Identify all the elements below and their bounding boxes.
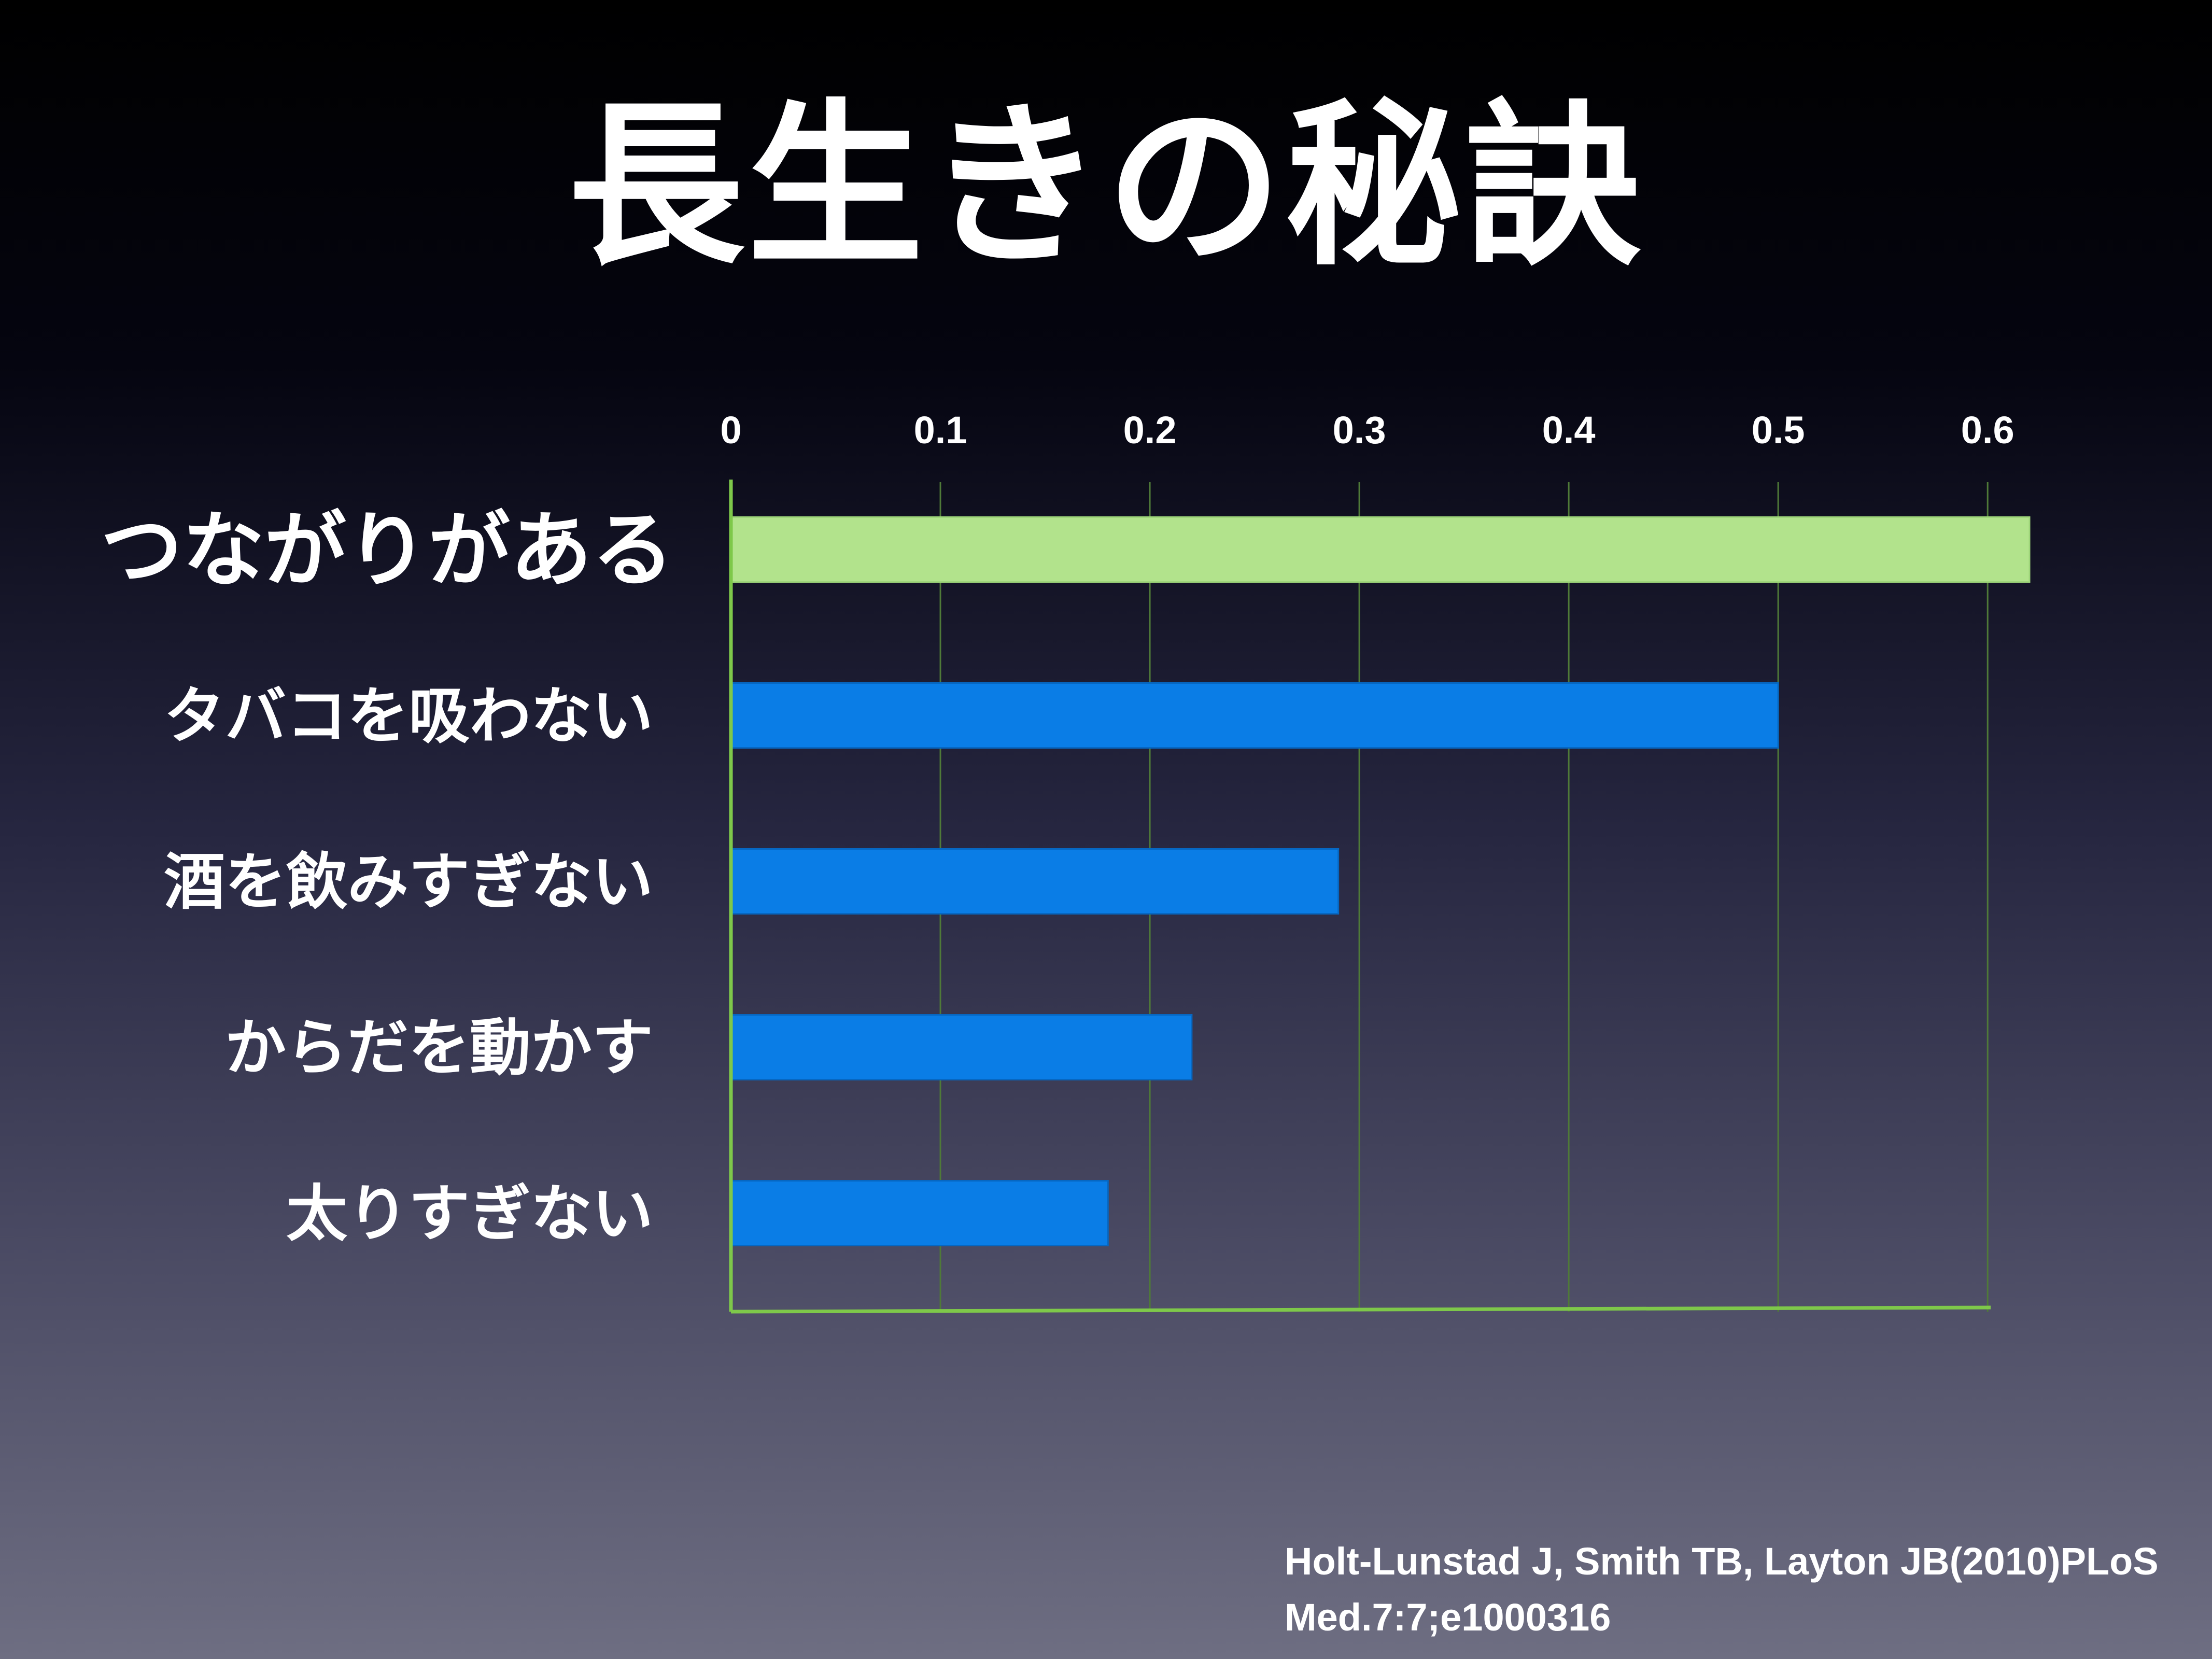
chart-bars xyxy=(730,516,2031,1246)
x-axis-tick-labels: 0 0.1 0.2 0.3 0.4 0.5 0.6 xyxy=(720,409,2014,452)
bar-4 xyxy=(730,1014,1193,1080)
citation-line-1: Holt-Lunstad J, Smith TB, Layton JB(2010… xyxy=(1285,1540,2159,1583)
x-tick-label: 0.1 xyxy=(914,409,967,452)
bar-1 xyxy=(730,516,2031,583)
x-tick-label: 0.2 xyxy=(1123,409,1177,452)
citation-line-2: Med.7:7;e1000316 xyxy=(1285,1596,1611,1639)
chart-axes xyxy=(729,480,1991,1314)
bar-3 xyxy=(730,848,1340,915)
x-tick-label: 0.4 xyxy=(1542,409,1596,452)
x-tick-label: 0.6 xyxy=(1961,409,2014,452)
x-tick-label: 0 xyxy=(720,409,741,452)
x-tick-label: 0.5 xyxy=(1752,409,1805,452)
citation: Holt-Lunstad J, Smith TB, Layton JB(2010… xyxy=(1285,1534,2207,1646)
category-label: つながりがある xyxy=(101,503,674,598)
category-label: 酒を飲みすぎない xyxy=(164,846,653,918)
bar-5 xyxy=(730,1180,1109,1246)
category-label: 太りすぎない xyxy=(286,1178,653,1249)
category-label: タバコを吸わない xyxy=(164,680,653,752)
slide-title: 長生きの秘訣 xyxy=(568,84,1644,289)
bar-2 xyxy=(730,682,1779,749)
category-label: からだを動かす xyxy=(225,1012,653,1084)
x-tick-label: 0.3 xyxy=(1333,409,1386,452)
x-axis-line xyxy=(730,1305,1991,1314)
